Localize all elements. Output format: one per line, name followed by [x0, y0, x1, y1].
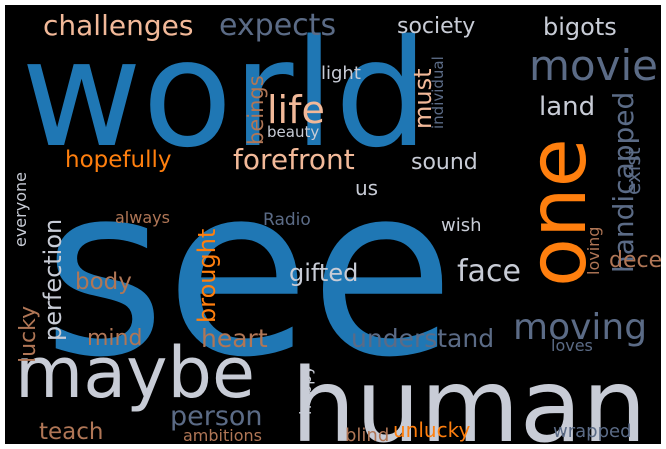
word-beings: beings [244, 75, 268, 145]
word-maybe: maybe [15, 332, 255, 414]
word-individual: individual [429, 56, 447, 129]
word-light: light [321, 63, 361, 84]
word-expects: expects [219, 8, 336, 43]
word-person: person [170, 401, 263, 432]
word-decent: decent [609, 248, 661, 273]
word-world: world [21, 8, 429, 180]
word-beauty: beauty [267, 123, 319, 141]
word-land: land [539, 92, 595, 122]
word-see: see [43, 136, 455, 409]
word-brought: brought [193, 229, 221, 323]
word-life: life [267, 88, 325, 132]
word-radio: Radio [263, 210, 311, 230]
word-always: always [115, 208, 170, 227]
word-wrapped: wrapped [553, 421, 632, 442]
word-loving: loving [584, 227, 603, 275]
word-sound: sound [411, 150, 478, 175]
word-body: body [75, 269, 132, 295]
word-lucky: lucky [16, 306, 41, 363]
word-perfection: perfection [39, 219, 67, 341]
word-heart: heart [201, 324, 268, 353]
word-forefront: forefront [233, 143, 355, 176]
word-hopefully: hopefully [65, 147, 171, 173]
word-movie: movie [529, 41, 658, 90]
word-gifted: gifted [289, 259, 358, 287]
word-wish: wish [441, 215, 482, 236]
word-exist: exist [621, 147, 645, 195]
word-happy: happy [296, 365, 315, 415]
word-society: society [397, 14, 475, 39]
word-moving: moving [513, 307, 647, 348]
word-loves: loves [551, 336, 593, 355]
word-human: human [291, 347, 647, 444]
word-teach: teach [39, 419, 104, 444]
word-ambitions: ambitions [183, 426, 262, 444]
word-face: face [457, 254, 521, 289]
word-challenges: challenges [43, 9, 193, 42]
word-mind: mind [87, 326, 142, 351]
word-cloud: see world human maybe one life movie expects cha… [5, 5, 661, 444]
word-understand: understand [351, 324, 494, 353]
word-unlucky: unlucky [393, 418, 470, 442]
word-handicapped: handicapped [607, 92, 640, 273]
word-one: one [511, 138, 604, 287]
word-us: us [355, 176, 378, 200]
word-everyone: everyone [11, 172, 30, 247]
word-blind: blind [345, 425, 389, 444]
word-must: must [409, 68, 437, 129]
word-bigots: bigots [543, 13, 617, 41]
